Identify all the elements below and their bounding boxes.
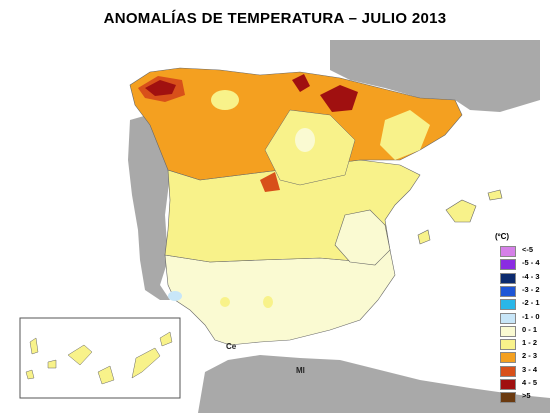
map-title: ANOMALÍAS DE TEMPERATURA – JULIO 2013 xyxy=(103,10,447,27)
legend-swatch xyxy=(500,365,516,377)
el-hierro-island xyxy=(25,369,35,380)
legend-item: 4 - 5 xyxy=(500,378,550,390)
legend-item: -4 - 3 xyxy=(500,271,550,284)
legend-swatch xyxy=(500,392,516,404)
legend-swatch xyxy=(500,379,516,390)
legend-item: 2 - 3 xyxy=(500,351,550,364)
spain-south-region xyxy=(164,249,396,346)
legend-swatch xyxy=(500,285,516,297)
galicia-core-hotspot xyxy=(145,80,176,96)
legend-label: -5 - 4 xyxy=(522,258,540,268)
huelva-cool-spot xyxy=(168,291,182,301)
legend-label: -1 - 0 xyxy=(522,311,540,321)
legend-swatch xyxy=(500,339,516,351)
legend-item: 1 - 2 xyxy=(500,338,550,351)
legend-item: 3 - 4 xyxy=(500,364,550,377)
legend-swatch xyxy=(500,272,516,284)
legend-label: 2 - 3 xyxy=(522,351,538,361)
legend-swatch xyxy=(500,312,516,324)
legend-unit: (ºC) xyxy=(495,232,510,241)
cantabria-hotspot xyxy=(292,74,310,92)
tenerife-island xyxy=(67,344,93,366)
aragon-yellow-area xyxy=(380,110,430,160)
la-gomera-island xyxy=(47,359,57,369)
legend-swatch xyxy=(500,352,516,364)
legend-swatch xyxy=(500,299,516,311)
legend-item: -3 - 2 xyxy=(500,284,550,297)
navarra-hotspot xyxy=(320,85,358,112)
ceuta-label: Ce xyxy=(226,342,237,351)
legend-item: -2 - 1 xyxy=(500,298,550,311)
la-palma-island xyxy=(29,337,39,355)
legend-label: 4 - 5 xyxy=(522,378,538,387)
legend-swatch xyxy=(500,246,516,257)
legend-item: >5 xyxy=(500,391,550,404)
fuerteventura-island xyxy=(131,347,161,379)
melilla-label: Ml xyxy=(296,366,305,375)
legend-label: >5 xyxy=(522,391,531,401)
legend-label: <-5 xyxy=(522,245,534,254)
legend-item: <-5 xyxy=(500,245,550,257)
ibiza-island xyxy=(417,229,431,245)
madrid-hotspot xyxy=(260,172,280,192)
cordoba-light-spot xyxy=(263,296,273,308)
legend-label: 3 - 4 xyxy=(522,364,538,374)
legend-item: -5 - 4 xyxy=(500,258,550,271)
gran-canaria-island xyxy=(97,365,115,385)
menorca-island xyxy=(487,189,503,201)
legend-swatch xyxy=(500,259,516,271)
soria-light-spot xyxy=(295,128,315,152)
legend-item: 0 - 1 xyxy=(500,324,550,337)
legend-label: 1 - 2 xyxy=(522,338,538,348)
legend-label: 0 - 1 xyxy=(522,324,538,334)
legend-swatch xyxy=(500,325,516,337)
legend-label: -2 - 1 xyxy=(522,298,540,308)
legend-item: -1 - 0 xyxy=(500,311,550,324)
sevilla-light-spot xyxy=(220,297,230,307)
north-africa-landmass xyxy=(198,355,550,413)
lanzarote-island xyxy=(159,331,173,347)
france-landmass xyxy=(330,40,540,112)
mallorca-island xyxy=(445,199,477,223)
valencia-region xyxy=(334,209,391,266)
legend-label: -4 - 3 xyxy=(522,271,540,281)
legend-label: -3 - 2 xyxy=(522,284,540,294)
asturias-light-spot xyxy=(211,90,239,110)
